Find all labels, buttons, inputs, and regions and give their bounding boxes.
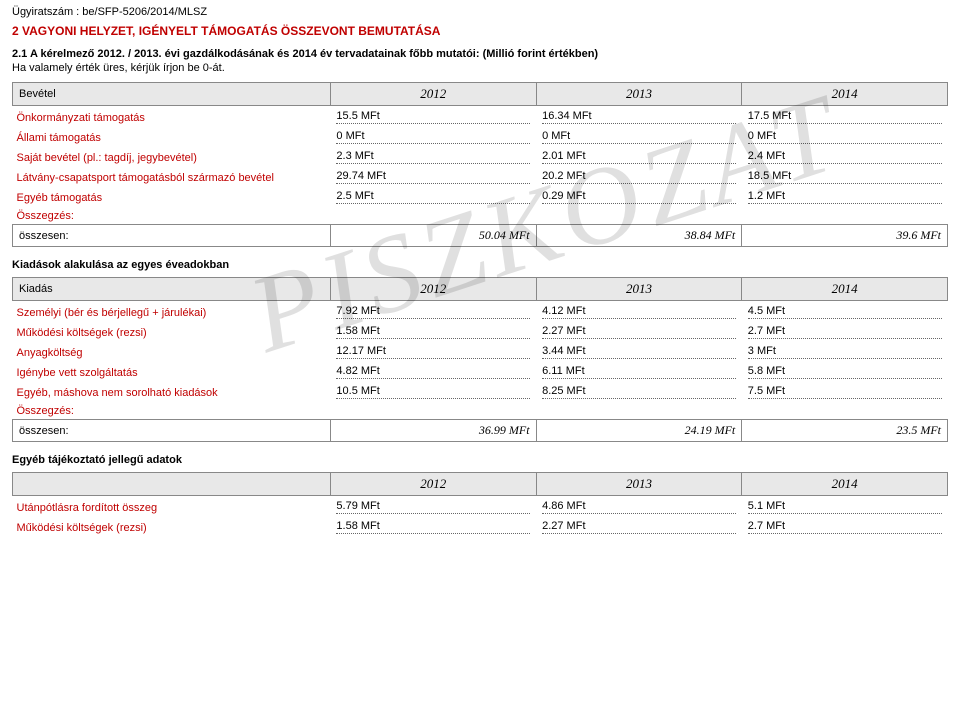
value-field[interactable]: 2.7 MFt bbox=[748, 323, 942, 339]
table-row: Utánpótlásra fordított összeg 5.79 MFt 4… bbox=[13, 496, 948, 517]
value-field[interactable]: 1.58 MFt bbox=[336, 323, 530, 339]
kiadas-total-row: összesen: 36.99 MFt 24.19 MFt 23.5 MFt bbox=[13, 420, 948, 442]
bevetel-table: Bevétel 2012 2013 2014 Önkormányzati tám… bbox=[12, 82, 948, 247]
total-value: 39.6 MFt bbox=[742, 225, 948, 247]
table-row: Anyagköltség 12.17 MFt 3.44 MFt 3 MFt bbox=[13, 341, 948, 361]
row-label: Egyéb támogatás bbox=[13, 186, 331, 206]
value-field[interactable]: 5.1 MFt bbox=[748, 498, 942, 514]
year-2012: 2012 bbox=[330, 83, 536, 106]
egyeb-table: 2012 2013 2014 Utánpótlásra fordított ös… bbox=[12, 472, 948, 536]
bevetel-total-row: összesen: 50.04 MFt 38.84 MFt 39.6 MFt bbox=[13, 225, 948, 247]
bevetel-header-label: Bevétel bbox=[13, 83, 331, 106]
value-field[interactable]: 0 MFt bbox=[336, 128, 530, 144]
value-field[interactable]: 16.34 MFt bbox=[542, 108, 736, 124]
total-value: 24.19 MFt bbox=[536, 420, 742, 442]
value-field[interactable]: 4.82 MFt bbox=[336, 363, 530, 379]
row-label: Önkormányzati támogatás bbox=[13, 106, 331, 127]
year-2014: 2014 bbox=[742, 278, 948, 301]
section-title: 2 VAGYONI HELYZET, IGÉNYELT TÁMOGATÁS ÖS… bbox=[12, 24, 948, 38]
table-row: Látvány-csapatsport támogatásból származ… bbox=[13, 166, 948, 186]
kiadas-heading: Kiadások alakulása az egyes éveadokban bbox=[12, 259, 948, 271]
total-value: 36.99 MFt bbox=[330, 420, 536, 442]
case-number-line: Ügyiratszám : be/SFP-5206/2014/MLSZ bbox=[12, 4, 948, 18]
row-label: Egyéb, máshova nem sorolható kiadások bbox=[13, 381, 331, 401]
value-field[interactable]: 4.12 MFt bbox=[542, 303, 736, 319]
table-row: Személyi (bér és bérjellegű + járulékai)… bbox=[13, 301, 948, 322]
value-field[interactable]: 7.5 MFt bbox=[748, 383, 942, 399]
value-field[interactable]: 18.5 MFt bbox=[748, 168, 942, 184]
value-field[interactable]: 17.5 MFt bbox=[748, 108, 942, 124]
value-field[interactable]: 2.3 MFt bbox=[336, 148, 530, 164]
value-field[interactable]: 20.2 MFt bbox=[542, 168, 736, 184]
table-row: Állami támogatás 0 MFt 0 MFt 0 MFt bbox=[13, 126, 948, 146]
row-label: Látvány-csapatsport támogatásból származ… bbox=[13, 166, 331, 186]
table-row: Működési költségek (rezsi) 1.58 MFt 2.27… bbox=[13, 516, 948, 536]
row-label: Működési költségek (rezsi) bbox=[13, 321, 331, 341]
row-label: Saját bevétel (pl.: tagdíj, jegybevétel) bbox=[13, 146, 331, 166]
value-field[interactable]: 3.44 MFt bbox=[542, 343, 736, 359]
egyeb-header-row: 2012 2013 2014 bbox=[13, 473, 948, 496]
value-field[interactable]: 5.8 MFt bbox=[748, 363, 942, 379]
value-field[interactable]: 1.2 MFt bbox=[748, 188, 942, 204]
year-2012: 2012 bbox=[330, 278, 536, 301]
value-field[interactable]: 1.58 MFt bbox=[336, 518, 530, 534]
table-row: Egyéb, máshova nem sorolható kiadások 10… bbox=[13, 381, 948, 401]
subsection-note: Ha valamely érték üres, kérjük írjon be … bbox=[12, 62, 948, 74]
total-value: 23.5 MFt bbox=[742, 420, 948, 442]
table-row: Saját bevétel (pl.: tagdíj, jegybevétel)… bbox=[13, 146, 948, 166]
row-label: Személyi (bér és bérjellegű + járulékai) bbox=[13, 301, 331, 322]
table-row: Működési költségek (rezsi) 1.58 MFt 2.27… bbox=[13, 321, 948, 341]
value-field[interactable]: 2.5 MFt bbox=[336, 188, 530, 204]
value-field[interactable]: 0.29 MFt bbox=[542, 188, 736, 204]
table-row: Igénybe vett szolgáltatás 4.82 MFt 6.11 … bbox=[13, 361, 948, 381]
kiadas-header-row: Kiadás 2012 2013 2014 bbox=[13, 278, 948, 301]
value-field[interactable]: 2.7 MFt bbox=[748, 518, 942, 534]
value-field[interactable]: 29.74 MFt bbox=[336, 168, 530, 184]
total-label: összesen: bbox=[13, 225, 331, 247]
egyeb-heading: Egyéb tájékoztató jellegű adatok bbox=[12, 454, 948, 466]
value-field[interactable]: 8.25 MFt bbox=[542, 383, 736, 399]
year-2013: 2013 bbox=[536, 278, 742, 301]
value-field[interactable]: 4.5 MFt bbox=[748, 303, 942, 319]
value-field[interactable]: 0 MFt bbox=[542, 128, 736, 144]
value-field[interactable]: 15.5 MFt bbox=[336, 108, 530, 124]
value-field[interactable]: 12.17 MFt bbox=[336, 343, 530, 359]
row-label: Állami támogatás bbox=[13, 126, 331, 146]
value-field[interactable]: 6.11 MFt bbox=[542, 363, 736, 379]
row-label: Anyagköltség bbox=[13, 341, 331, 361]
total-value: 50.04 MFt bbox=[330, 225, 536, 247]
value-field[interactable]: 10.5 MFt bbox=[336, 383, 530, 399]
value-field[interactable]: 5.79 MFt bbox=[336, 498, 530, 514]
table-row: Egyéb támogatás 2.5 MFt 0.29 MFt 1.2 MFt bbox=[13, 186, 948, 206]
year-2014: 2014 bbox=[742, 83, 948, 106]
total-label: összesen: bbox=[13, 420, 331, 442]
value-field[interactable]: 2.27 MFt bbox=[542, 518, 736, 534]
subsection-heading: 2.1 A kérelmező 2012. / 2013. évi gazdál… bbox=[12, 48, 948, 60]
value-field[interactable]: 7.92 MFt bbox=[336, 303, 530, 319]
kiadas-header-label: Kiadás bbox=[13, 278, 331, 301]
year-2012: 2012 bbox=[330, 473, 536, 496]
row-label: Működési költségek (rezsi) bbox=[13, 516, 331, 536]
case-number: be/SFP-5206/2014/MLSZ bbox=[82, 6, 207, 18]
value-field[interactable]: 0 MFt bbox=[748, 128, 942, 144]
kiadas-table: Kiadás 2012 2013 2014 Személyi (bér és b… bbox=[12, 277, 948, 442]
value-field[interactable]: 2.4 MFt bbox=[748, 148, 942, 164]
value-field[interactable]: 2.01 MFt bbox=[542, 148, 736, 164]
table-row: Önkormányzati támogatás 15.5 MFt 16.34 M… bbox=[13, 106, 948, 127]
egyeb-header-label bbox=[13, 473, 331, 496]
year-2013: 2013 bbox=[536, 473, 742, 496]
total-value: 38.84 MFt bbox=[536, 225, 742, 247]
case-number-prefix: Ügyiratszám : bbox=[12, 6, 82, 18]
row-label: Igénybe vett szolgáltatás bbox=[13, 361, 331, 381]
value-field[interactable]: 3 MFt bbox=[748, 343, 942, 359]
value-field[interactable]: 2.27 MFt bbox=[542, 323, 736, 339]
summary-label: Összegzés: bbox=[13, 206, 948, 225]
summary-label: Összegzés: bbox=[13, 401, 948, 420]
row-label: Utánpótlásra fordított összeg bbox=[13, 496, 331, 517]
year-2013: 2013 bbox=[536, 83, 742, 106]
value-field[interactable]: 4.86 MFt bbox=[542, 498, 736, 514]
bevetel-header-row: Bevétel 2012 2013 2014 bbox=[13, 83, 948, 106]
year-2014: 2014 bbox=[742, 473, 948, 496]
